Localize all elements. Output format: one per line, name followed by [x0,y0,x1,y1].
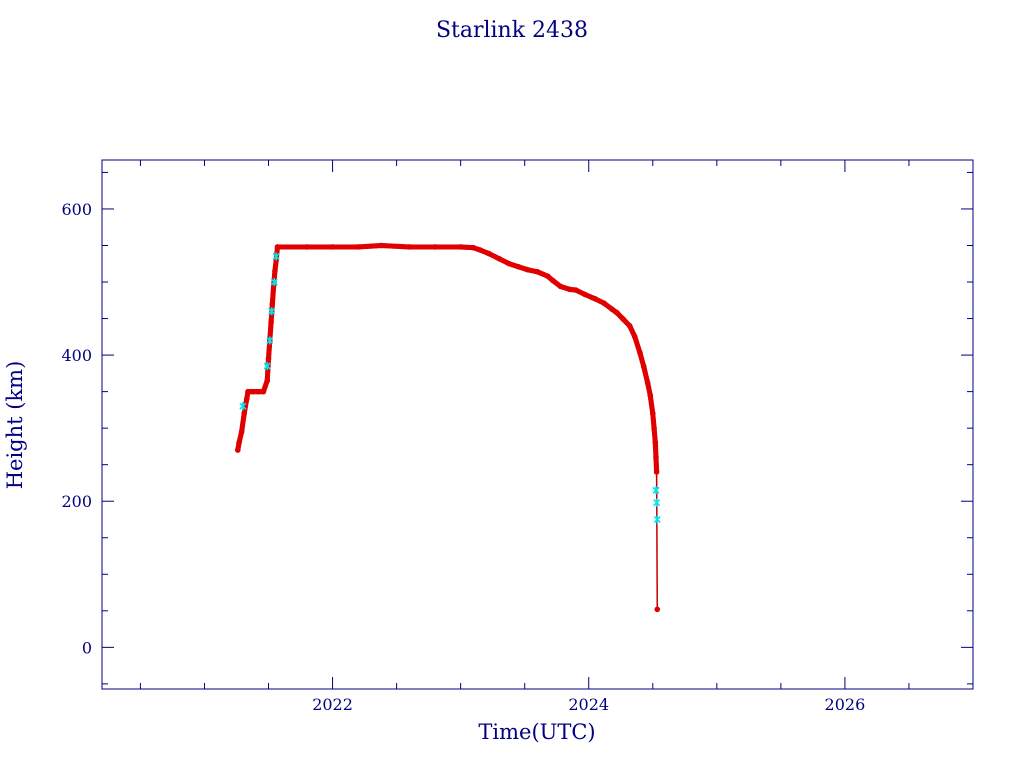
data-point [637,350,643,356]
y-tick-label: 0 [82,638,92,657]
data-point [260,388,267,395]
data-point [582,291,588,298]
data-point [406,244,413,250]
data-point [272,268,278,274]
data-point [265,355,272,362]
highlight-point [653,515,661,524]
reentry-line [655,471,659,610]
x-tick-label: 2026 [825,695,866,714]
data-point [304,244,310,250]
data-point [614,309,620,316]
data-point [515,263,522,270]
data-point [378,242,385,249]
axis-ticks [102,160,974,689]
chart-title: Starlink 2438 [436,18,588,43]
highlight-point [263,362,271,371]
data-point [241,410,247,417]
data-point [470,244,477,251]
reentry-line-group [655,471,659,610]
data-point [652,439,659,446]
highlight-point [272,252,280,261]
data-point [641,363,647,370]
data-point [264,377,271,384]
data-point [534,268,541,275]
x-axis-label: Time(UTC) [478,720,595,744]
highlight-point [652,486,660,495]
data-point [573,287,579,293]
data-point [651,425,657,431]
data-point [250,388,256,395]
data-point [608,306,615,312]
data-point [486,250,492,257]
data-point [632,334,638,340]
data-point [544,273,551,279]
data-point [329,244,336,250]
data-point [620,316,627,323]
y-axis-tick-labels: 0 200 400 600 [61,200,92,657]
data-point [457,244,464,250]
y-tick-label: 400 [61,346,92,365]
x-tick-label: 2024 [568,695,609,714]
data-point [644,380,651,386]
data-point [268,319,274,326]
data-point [255,388,262,395]
data-point [654,606,661,613]
highlight-point [653,498,661,507]
highlight-point [270,278,278,287]
data-point [592,296,598,302]
main-series [234,242,661,613]
highlight-point [268,307,276,316]
data-point [269,301,276,307]
data-point [550,277,556,284]
data-point [626,323,633,329]
y-tick-label: 600 [61,200,92,219]
plot-frame [101,159,974,690]
data-point [496,255,502,262]
data-point [557,283,564,290]
data-point [653,454,659,461]
data-point [243,396,250,402]
highlight-point [239,402,247,411]
data-point [355,244,361,250]
y-axis-label: Height (km) [3,361,27,490]
data-point [245,388,251,395]
y-tick-label: 200 [61,492,92,511]
data-point [477,247,483,253]
data-point [566,286,573,293]
data-point [647,392,654,399]
data-point [601,300,607,307]
highlight-series [239,252,661,524]
data-point [506,260,513,267]
highlight-point [266,336,274,345]
data-point [524,266,531,273]
x-axis-tick-labels: 2022 2024 2026 [312,695,865,714]
data-point [236,439,242,446]
x-tick-label: 2022 [312,695,353,714]
data-point [234,447,241,453]
data-point [653,469,660,475]
data-point [238,429,245,435]
data-point [274,244,281,250]
data-point [649,410,656,417]
data-point [432,244,438,250]
